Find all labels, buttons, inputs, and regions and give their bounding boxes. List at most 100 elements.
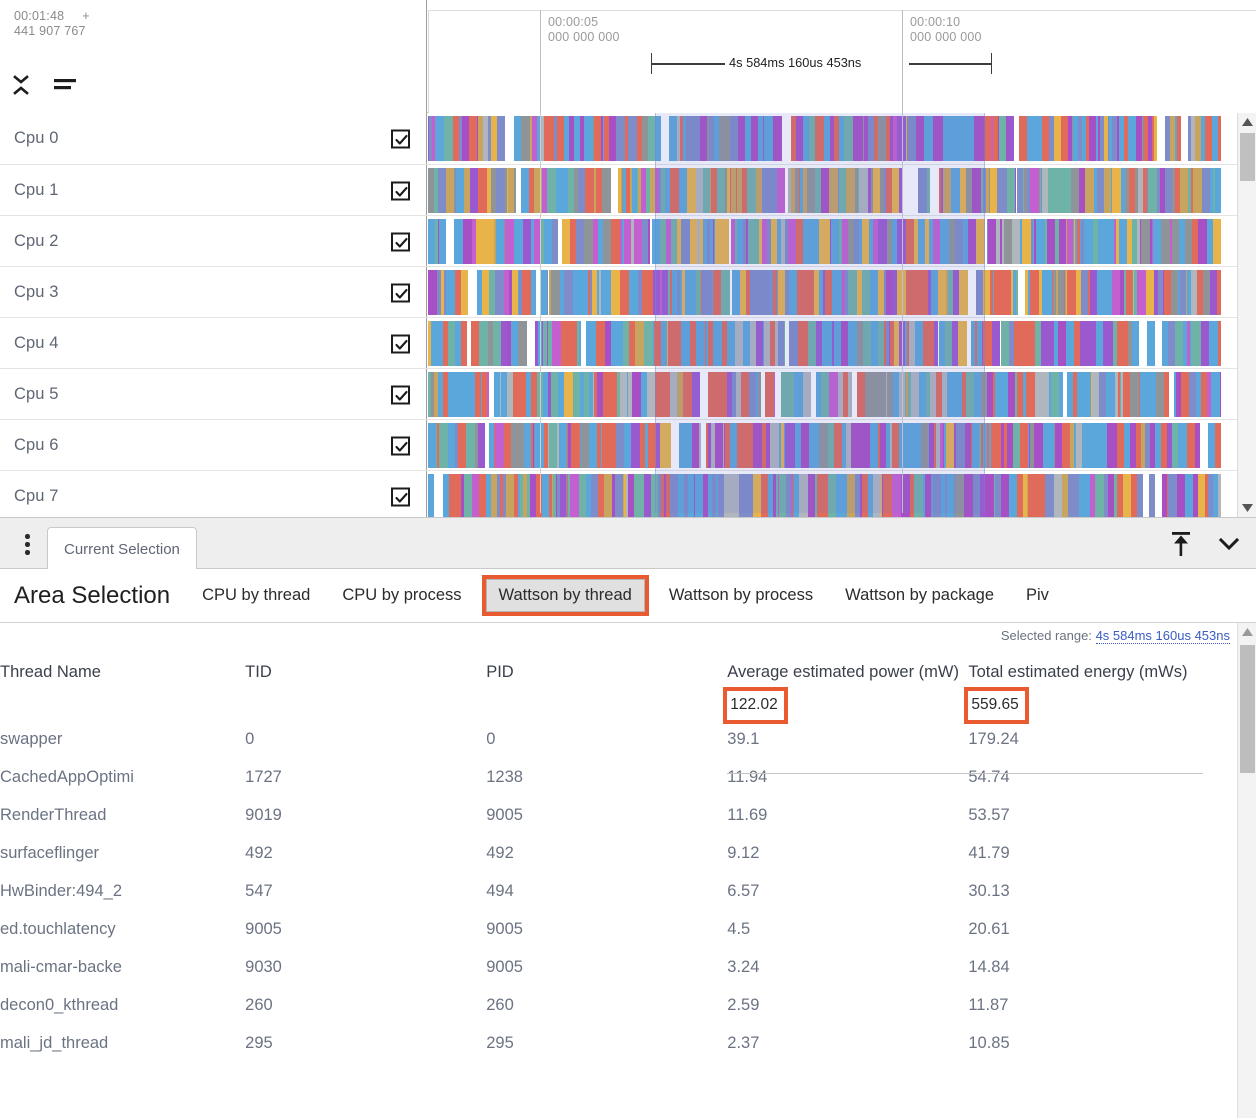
aggregate-row-divider (727, 773, 1203, 774)
table-row[interactable]: ed.touchlatency 9005 9005 4.5 20.61 (0, 910, 1236, 948)
cpu-track-checkbox[interactable] (391, 181, 410, 200)
cpu-track-row[interactable]: Cpu 7 (0, 470, 1256, 517)
table-cell: 6.57 (727, 882, 760, 900)
cpu-track-checkbox[interactable] (391, 232, 410, 251)
cpu-track-row[interactable]: Cpu 4 (0, 317, 1256, 369)
cpu-track-checkbox[interactable] (391, 385, 410, 404)
table-scrollbar-thumb[interactable] (1240, 645, 1255, 773)
column-header-thread-name[interactable]: Thread Name (0, 651, 245, 720)
cpu-track-label-cell[interactable]: Cpu 2 (0, 216, 427, 267)
table-cell: 11.69 (727, 806, 768, 824)
tick-label-1: 00:00:05 000 000 000 (548, 15, 620, 45)
cpu-track-slices[interactable] (428, 423, 1221, 468)
column-header-pid-label: PID (486, 663, 514, 681)
cpu-track-checkbox[interactable] (391, 334, 410, 353)
cpu-track-row[interactable]: Cpu 3 (0, 266, 1256, 318)
cpu-track-slices[interactable] (428, 116, 1221, 161)
cpu-track-label: Cpu 6 (14, 436, 59, 454)
table-row[interactable]: CachedAppOptimi 1727 1238 11.94 54.74 (0, 758, 1236, 796)
cpu-track-checkbox[interactable] (391, 283, 410, 302)
cpu-track-label-cell[interactable]: Cpu 0 (0, 113, 427, 164)
cpu-track-label: Cpu 5 (14, 385, 59, 403)
table-cell: 494 (486, 882, 514, 900)
chevron-down-icon[interactable] (1216, 531, 1242, 562)
scroll-down-arrow-icon[interactable] (1238, 499, 1256, 517)
cpu-track-row[interactable]: Cpu 2 (0, 215, 1256, 267)
table-cell: 179.24 (968, 730, 1019, 748)
cpu-track-slices[interactable] (428, 321, 1221, 366)
cpu-track-checkbox[interactable] (391, 436, 410, 455)
cpu-track-checkbox[interactable] (391, 487, 410, 506)
column-header-tid[interactable]: TID (245, 651, 486, 720)
timestamp-plus-sign: + (82, 9, 90, 23)
cpu-track-label: Cpu 1 (14, 181, 59, 199)
cpu-track-slices[interactable] (428, 474, 1221, 517)
table-cell: swapper (0, 730, 63, 748)
area-selection-tabbar: Area Selection CPU by thread CPU by proce… (0, 569, 1256, 623)
tracks-vertical-scrollbar[interactable] (1237, 113, 1256, 517)
table-cell: 1238 (486, 768, 523, 786)
details-panel-controls (1168, 530, 1242, 563)
table-cell: 295 (245, 1034, 273, 1052)
expand-up-icon[interactable] (1168, 530, 1194, 563)
table-scroll-up-arrow-icon[interactable] (1238, 623, 1256, 641)
cpu-track-checkbox[interactable] (391, 129, 410, 148)
cpu-track-slices[interactable] (428, 270, 1221, 315)
details-panel: Area Selection CPU by thread CPU by proce… (0, 569, 1256, 1118)
cpu-track-label-cell[interactable]: Cpu 4 (0, 318, 427, 369)
table-cell: 9005 (245, 920, 282, 938)
column-header-pid[interactable]: PID (486, 651, 727, 720)
tab-cpu-by-thread[interactable]: CPU by thread (202, 586, 311, 604)
table-cell: 492 (486, 844, 514, 862)
cpu-track-row[interactable]: Cpu 6 (0, 419, 1256, 471)
table-cell: 11.94 (727, 768, 768, 786)
tab-wattson-by-process[interactable]: Wattson by process (668, 586, 814, 604)
table-cell: decon0_kthread (0, 996, 119, 1014)
tab-piv[interactable]: Piv (1026, 586, 1049, 604)
cpu-track-row[interactable]: Cpu 0 (0, 113, 1256, 164)
table-vertical-scrollbar[interactable] (1237, 623, 1256, 1118)
filter-lines-icon[interactable] (51, 75, 79, 100)
collapse-all-icon[interactable] (11, 74, 31, 101)
table-row[interactable]: mali-cmar-backe 9030 9005 3.24 14.84 (0, 948, 1236, 986)
column-header-tid-label: TID (245, 663, 272, 681)
table-row[interactable]: HwBinder:494_2 547 494 6.57 30.13 (0, 872, 1236, 910)
table-row[interactable]: decon0_kthread 260 260 2.59 11.87 (0, 986, 1236, 1024)
cpu-track-label: Cpu 2 (14, 232, 59, 250)
cpu-track-slices[interactable] (428, 372, 1221, 417)
table-cell: 54.74 (968, 768, 1010, 786)
tab-wattson-by-package[interactable]: Wattson by package (845, 586, 994, 604)
cpu-track-label-cell[interactable]: Cpu 3 (0, 267, 427, 318)
cpu-track-label: Cpu 3 (14, 283, 59, 301)
table-cell: mali-cmar-backe (0, 958, 122, 976)
column-header-total-energy[interactable]: Total estimated energy (mWs) 559.65 (968, 651, 1236, 720)
column-header-total-energy-label: Total estimated energy (mWs) (968, 663, 1188, 681)
cpu-track-row[interactable]: Cpu 1 (0, 164, 1256, 216)
tab-current-selection[interactable]: Current Selection (47, 527, 197, 570)
table-cell: 41.79 (968, 844, 1010, 862)
selection-range-bracket: 4s 584ms 160us 453ns (651, 53, 992, 77)
cpu-track-slices[interactable] (428, 168, 1221, 213)
kebab-menu-icon[interactable] (17, 532, 39, 558)
cpu-track-row[interactable]: Cpu 5 (0, 368, 1256, 420)
column-header-avg-power[interactable]: Average estimated power (mW) 122.02 (727, 651, 968, 720)
tick-label-2: 00:00:10 000 000 000 (910, 15, 982, 45)
tick-gridline-2 (902, 10, 903, 113)
table-row[interactable]: mali_jd_thread 295 295 2.37 10.85 (0, 1024, 1236, 1062)
scroll-up-arrow-icon[interactable] (1238, 113, 1256, 131)
tab-wattson-by-thread[interactable]: Wattson by thread (485, 579, 645, 612)
cpu-track-slices[interactable] (428, 219, 1221, 264)
tab-cpu-by-process[interactable]: CPU by process (342, 586, 462, 604)
table-row[interactable]: surfaceflinger 492 492 9.12 41.79 (0, 834, 1236, 872)
cpu-track-label-cell[interactable]: Cpu 1 (0, 165, 427, 216)
cpu-track-label-cell[interactable]: Cpu 5 (0, 369, 427, 420)
tick-label-1-line1: 00:00:05 (548, 15, 599, 29)
cpu-track-label-cell[interactable]: Cpu 7 (0, 471, 427, 517)
selected-range-value[interactable]: 4s 584ms 160us 453ns (1095, 628, 1230, 644)
tracks-scrollbar-thumb[interactable] (1240, 133, 1255, 181)
table-row[interactable]: swapper 0 0 39.1 179.24 (0, 720, 1236, 758)
cpu-track-label-cell[interactable]: Cpu 6 (0, 420, 427, 471)
table-row[interactable]: RenderThread 9019 9005 11.69 53.57 (0, 796, 1236, 834)
selected-range-info: Selected range: 4s 584ms 160us 453ns (1001, 628, 1230, 644)
column-header-avg-power-label: Average estimated power (mW) (727, 663, 959, 681)
